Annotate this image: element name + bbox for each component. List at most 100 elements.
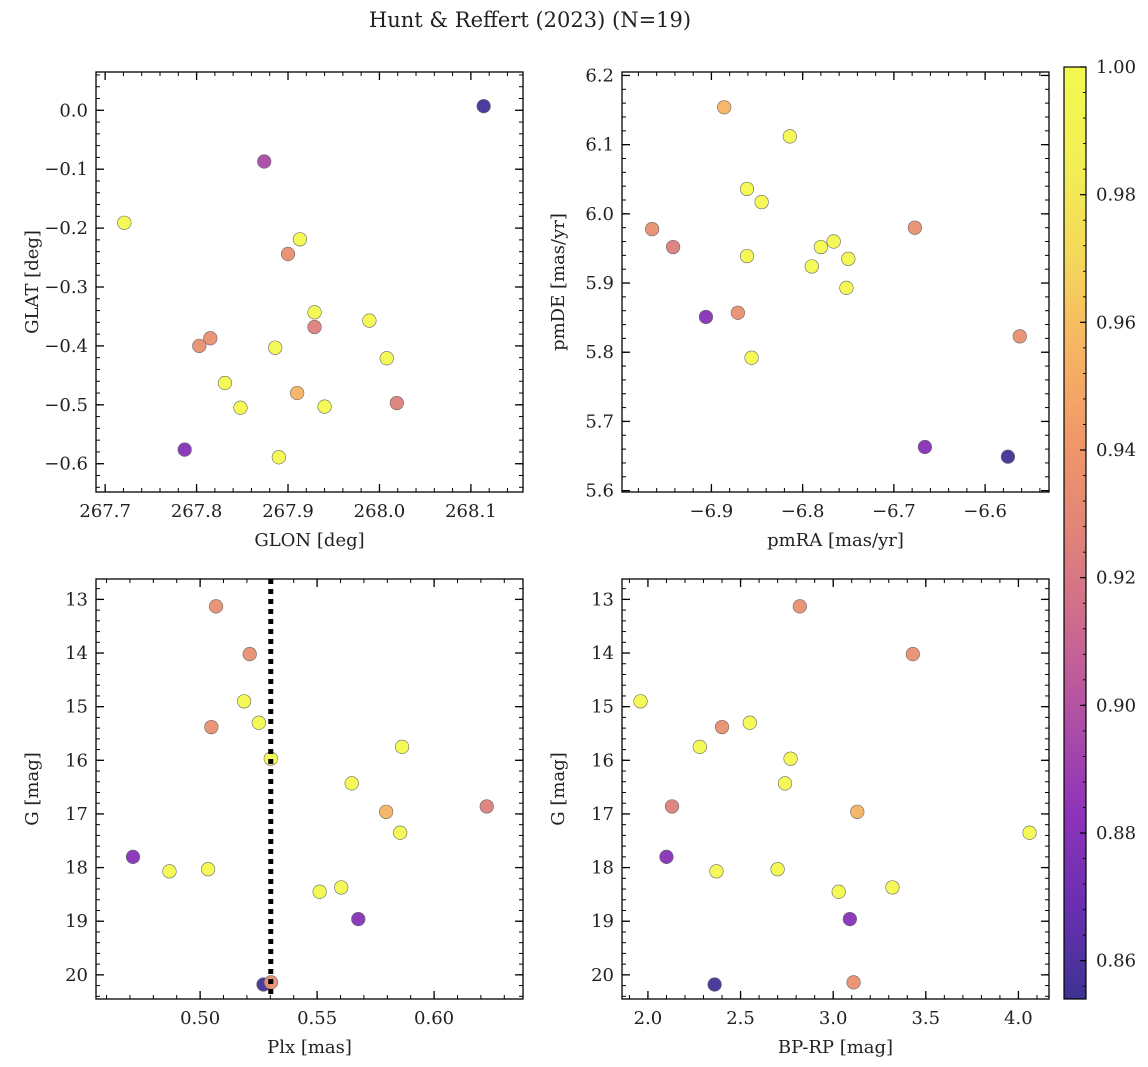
colorbar: 0.86 0.88 0.90 0.92 0.94 0.96 0.98 1.00 xyxy=(1063,57,1136,1000)
points xyxy=(633,599,1037,992)
data-point xyxy=(394,739,410,754)
axes-frame xyxy=(95,578,524,1000)
x-tick-label: 3.0 xyxy=(819,1008,848,1029)
y-tick-label: 14 xyxy=(65,643,88,664)
x-axis: 0.50 0.55 0.60 xyxy=(180,579,454,1029)
x-tick-label: 2.5 xyxy=(726,1008,755,1029)
data-point xyxy=(783,751,798,766)
y-axis-label: GLAT [deg] xyxy=(22,230,43,334)
x-tick-label: −6.7 xyxy=(872,501,916,522)
y-tick-label: 15 xyxy=(65,697,88,718)
y-axis: 0.0 −0.1 −0.2 −0.3 −0.4 −0.5 −0.6 xyxy=(44,100,523,475)
data-point xyxy=(826,234,841,249)
y-tick-label: 19 xyxy=(65,911,88,932)
data-point xyxy=(739,181,755,197)
data-point xyxy=(271,450,286,465)
x-axis-label: GLON [deg] xyxy=(254,530,364,551)
data-point xyxy=(312,884,327,899)
data-point xyxy=(334,880,349,895)
data-point xyxy=(307,319,322,335)
y-tick-label: 16 xyxy=(591,750,614,771)
x-axis-label: pmRA [mas/yr] xyxy=(767,530,904,551)
data-point xyxy=(777,776,793,791)
data-point xyxy=(754,194,769,210)
y-tick-label: 5.6 xyxy=(585,481,614,502)
y-tick-label: 5.8 xyxy=(585,342,614,363)
data-point xyxy=(813,239,829,255)
y-tick-label: 20 xyxy=(65,965,88,986)
data-point xyxy=(389,395,404,411)
data-point xyxy=(251,715,266,730)
data-point xyxy=(280,246,296,262)
data-point xyxy=(659,849,674,864)
minor-ticks xyxy=(96,72,523,492)
data-point xyxy=(242,646,257,662)
x-axis-label: Plx [mas] xyxy=(267,1037,352,1058)
data-point xyxy=(633,694,648,709)
minor-ticks xyxy=(96,579,523,999)
data-point xyxy=(917,439,933,455)
y-tick-label: −0.2 xyxy=(44,218,88,239)
data-point xyxy=(379,804,394,819)
figure-title: Hunt & Reffert (2023) (N=19) xyxy=(369,8,691,32)
data-point xyxy=(393,825,408,840)
colorbar-tick-label: 0.92 xyxy=(1096,568,1136,589)
data-point xyxy=(1022,825,1037,840)
data-point xyxy=(692,739,707,754)
data-point xyxy=(842,911,857,927)
panel-bprp-g: 2.0 2.5 3.0 3.5 4.0 13 14 15 16 17 18 19 20 BP-RP [ma… xyxy=(548,578,1050,1058)
x-tick-label: 268.0 xyxy=(354,501,406,522)
data-point xyxy=(707,977,722,992)
y-axis-label: G [mag] xyxy=(548,752,569,825)
data-point xyxy=(905,646,920,662)
panel-plx-g: 0.50 0.55 0.60 13 14 15 16 17 18 19 20 Plx [mas] G [… xyxy=(22,578,524,1058)
data-point xyxy=(257,154,272,169)
y-axis: 5.6 5.7 5.8 5.9 6.0 6.1 6.2 xyxy=(585,65,1049,502)
panel-glon-glat: 267.7 267.8 267.9 268.0 268.1 0.0 −0.1 −0.2 −0.3… xyxy=(22,71,524,551)
y-tick-label: 19 xyxy=(591,911,614,932)
minor-ticks xyxy=(622,579,1049,999)
x-tick-label: 0.60 xyxy=(414,1008,454,1029)
points xyxy=(117,99,491,465)
y-tick-label: 6.2 xyxy=(585,65,614,86)
minor-ticks xyxy=(622,72,1049,492)
data-point xyxy=(645,221,660,237)
data-point xyxy=(362,313,377,328)
x-tick-label: 267.8 xyxy=(171,501,223,522)
data-point xyxy=(192,338,207,354)
y-axis: 13 14 15 16 17 18 19 20 xyxy=(65,589,523,986)
y-tick-label: 13 xyxy=(65,589,88,610)
colorbar-tick-label: 0.96 xyxy=(1096,312,1136,333)
data-point xyxy=(237,694,252,709)
x-tick-label: 3.5 xyxy=(911,1008,940,1029)
data-point xyxy=(907,220,922,235)
y-tick-label: 13 xyxy=(591,589,614,610)
colorbar-tick-label: 0.98 xyxy=(1096,185,1136,206)
data-point xyxy=(846,975,861,990)
data-point xyxy=(709,864,724,879)
colorbar-tick-label: 1.00 xyxy=(1096,57,1136,78)
data-point xyxy=(665,239,681,255)
data-point xyxy=(125,849,141,864)
data-point xyxy=(379,351,394,366)
colorbar-tick-label: 0.94 xyxy=(1096,440,1136,461)
x-tick-label: 0.55 xyxy=(297,1008,337,1029)
y-tick-label: 6.0 xyxy=(585,204,614,225)
data-point xyxy=(730,305,745,320)
data-point xyxy=(479,799,494,814)
y-tick-label: 5.9 xyxy=(585,273,614,294)
points xyxy=(645,100,1027,464)
data-point xyxy=(307,305,322,320)
axes-frame xyxy=(621,71,1050,493)
data-point xyxy=(204,719,219,735)
data-point xyxy=(714,719,730,735)
data-point xyxy=(292,232,307,247)
panel-pmra-pmde: −6.9 −6.8 −6.7 −6.6 5.6 5.7 5.8 5.9 6.0 6.1 6.2 pmR… xyxy=(548,65,1050,551)
colorbar-tick-label: 0.88 xyxy=(1096,823,1136,844)
data-point xyxy=(317,399,332,414)
data-point xyxy=(476,99,491,114)
y-tick-label: 18 xyxy=(65,858,88,879)
y-axis: 13 14 15 16 17 18 19 20 xyxy=(591,589,1049,986)
x-axis: 267.7 267.8 267.9 268.0 268.1 xyxy=(79,72,497,522)
